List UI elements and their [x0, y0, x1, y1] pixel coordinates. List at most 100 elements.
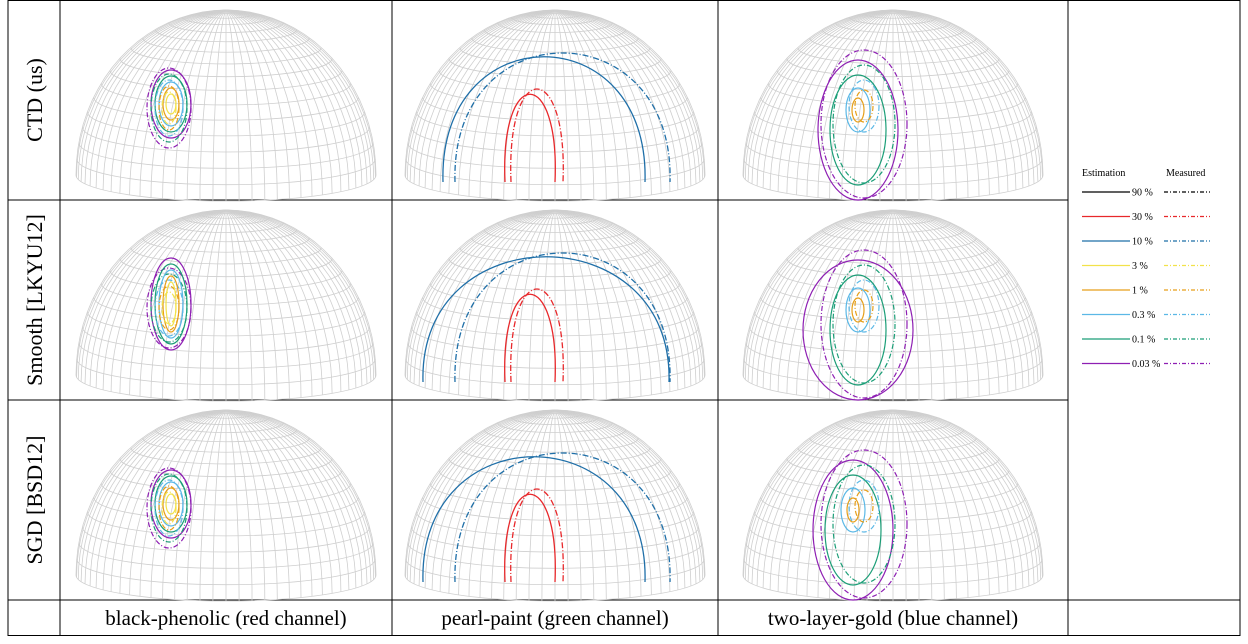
longitude — [554, 209, 692, 387]
longitude — [554, 209, 619, 399]
longitude — [892, 209, 907, 401]
dome — [75, 209, 377, 402]
longitude — [528, 209, 556, 401]
longitude — [80, 409, 227, 582]
longitude — [777, 209, 894, 392]
longitude — [75, 209, 227, 376]
contour — [846, 497, 860, 523]
longitude — [139, 409, 227, 597]
longitude — [756, 409, 894, 587]
longitude — [225, 9, 342, 192]
longitude — [110, 409, 227, 592]
longitude — [409, 409, 556, 582]
longitude — [554, 209, 569, 401]
longitude — [554, 409, 671, 592]
longitude — [225, 9, 377, 176]
longitude — [892, 409, 933, 601]
longitude — [225, 209, 313, 397]
contour — [510, 488, 564, 583]
longitude — [756, 9, 894, 187]
longitude — [747, 209, 894, 382]
longitude — [225, 9, 290, 199]
longitude — [102, 9, 227, 190]
longitude — [431, 209, 556, 390]
longitude — [418, 409, 556, 587]
longitude — [554, 9, 705, 178]
longitude — [554, 409, 595, 601]
contour — [832, 464, 896, 584]
longitude — [89, 209, 227, 387]
longitude — [431, 9, 556, 190]
longitude — [892, 409, 1044, 576]
longitude — [554, 9, 704, 180]
contour — [848, 279, 880, 333]
longitude — [225, 409, 350, 590]
longitude — [225, 209, 253, 401]
longitude — [448, 209, 556, 394]
contour — [422, 456, 646, 583]
longitude — [225, 409, 333, 594]
longitude — [75, 9, 227, 176]
contour — [504, 293, 556, 383]
contour — [154, 479, 184, 537]
longitude — [762, 409, 894, 589]
longitude — [468, 9, 556, 197]
dome — [75, 9, 377, 202]
legend-label: 0.1 % — [1132, 335, 1155, 346]
longitude — [829, 409, 894, 599]
longitude — [769, 409, 894, 590]
longitude — [892, 209, 1043, 378]
longitude — [554, 209, 704, 380]
longitude — [892, 209, 969, 398]
longitude — [458, 409, 556, 595]
longitude — [892, 209, 1042, 380]
longitude — [806, 409, 894, 597]
longitude — [892, 409, 1017, 590]
longitude — [404, 209, 556, 376]
column-label: pearl-paint (green channel) — [441, 606, 668, 630]
contour — [150, 73, 188, 143]
longitude — [80, 209, 227, 382]
longitude — [554, 409, 582, 601]
longitude — [892, 409, 1024, 589]
longitude — [77, 209, 227, 380]
longitude — [554, 409, 706, 576]
longitude — [554, 209, 607, 400]
longitude — [892, 409, 1042, 580]
longitude — [448, 409, 556, 594]
legend-label: 10 % — [1132, 237, 1153, 248]
longitude — [225, 209, 302, 398]
longitude — [225, 9, 375, 180]
longitude — [892, 209, 945, 400]
longitude — [751, 209, 894, 384]
contour — [162, 87, 180, 121]
longitude — [76, 209, 227, 378]
contour — [840, 487, 866, 533]
longitude — [439, 409, 556, 592]
longitude — [554, 409, 704, 580]
dome — [742, 209, 1044, 402]
longitude — [225, 409, 290, 599]
longitude — [212, 409, 227, 601]
longitude — [431, 409, 556, 590]
longitude — [84, 209, 227, 384]
contour — [150, 473, 188, 543]
longitude — [418, 209, 556, 387]
longitude — [892, 409, 1043, 578]
longitude — [743, 9, 894, 178]
legend: 90 % 30 % 10 % 3 % 1 % 0.3 % 0.1 % 0.03 % — [1082, 188, 1210, 370]
longitude — [554, 9, 662, 194]
contour — [146, 67, 192, 149]
longitude — [554, 209, 662, 394]
longitude — [829, 209, 894, 399]
longitude — [84, 409, 227, 584]
longitude — [777, 409, 894, 592]
legend-label: 30 % — [1132, 212, 1153, 223]
longitude — [892, 209, 1035, 384]
contour — [162, 275, 180, 333]
contour — [851, 297, 865, 323]
longitude — [458, 209, 556, 395]
contour — [820, 249, 908, 399]
longitude — [554, 9, 671, 192]
longitude — [554, 409, 662, 594]
